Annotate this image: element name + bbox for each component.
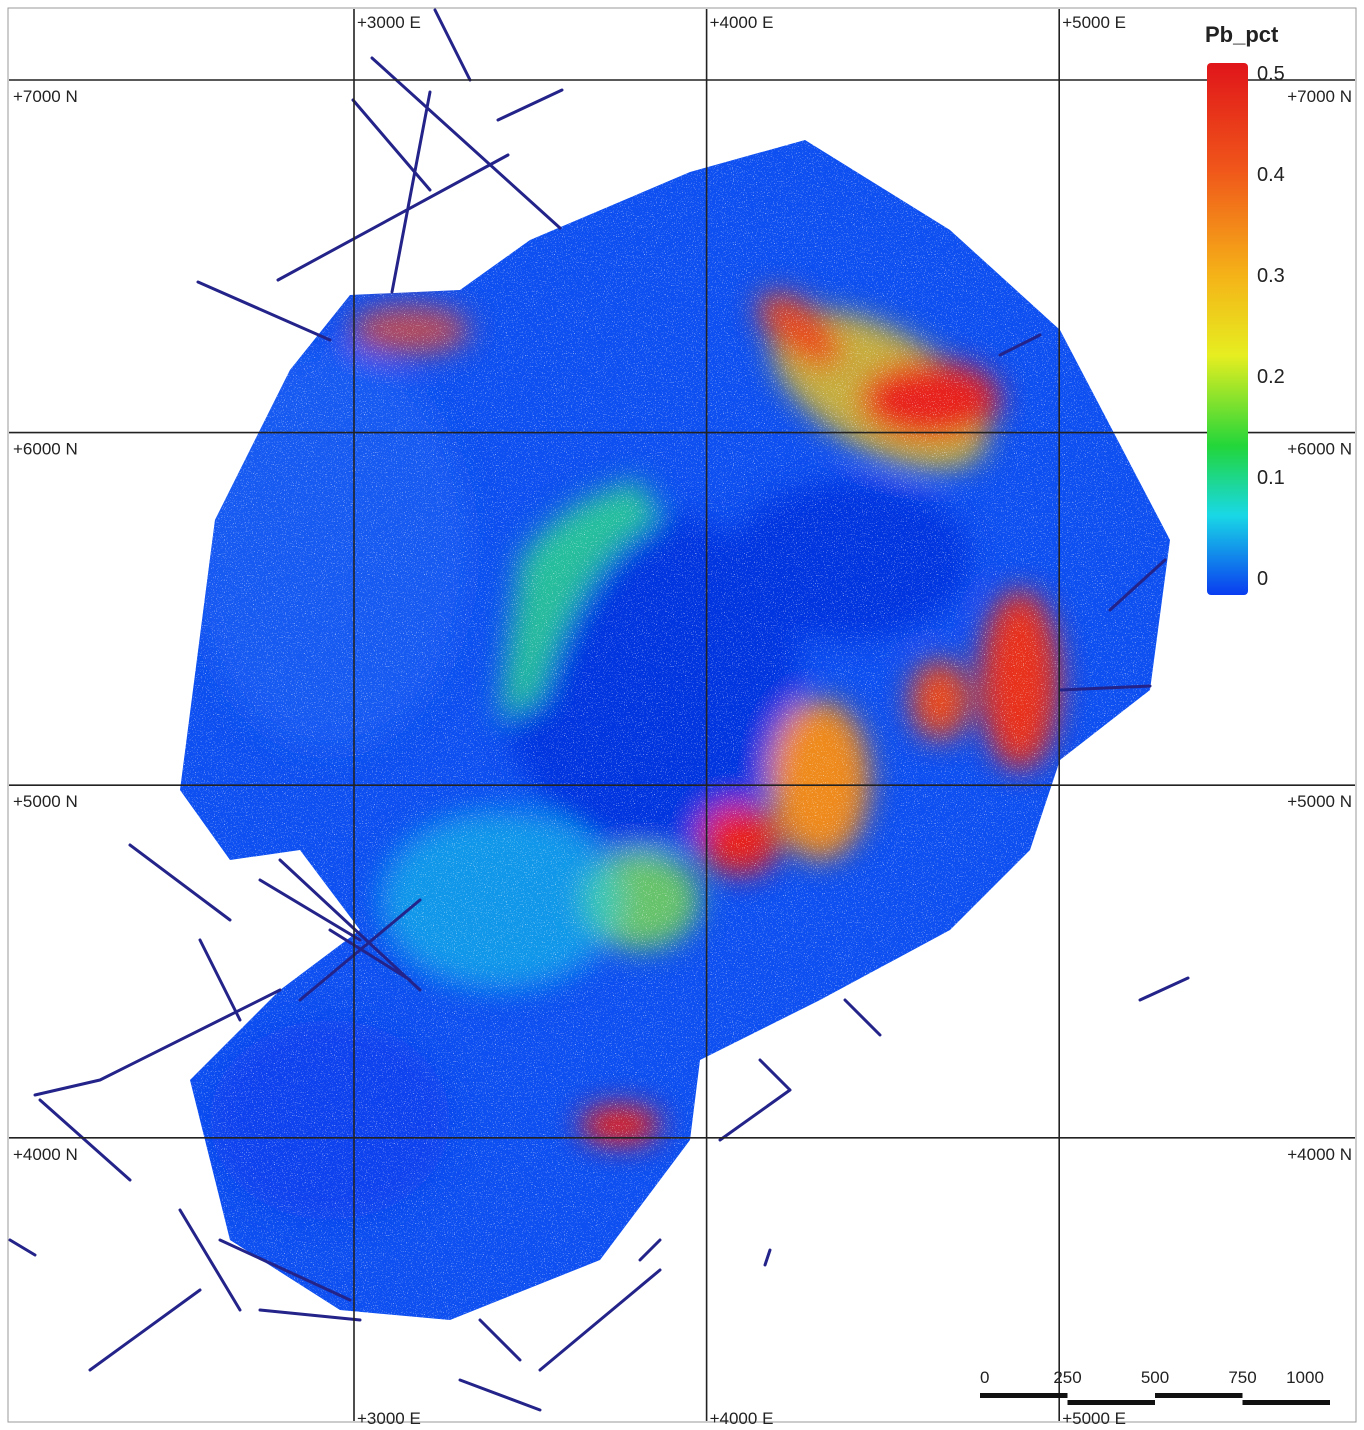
- northing-label: +6000 N: [13, 440, 78, 459]
- easting-label: +3000 E: [357, 1409, 421, 1428]
- scale-label: 500: [1141, 1368, 1169, 1387]
- scale-segment: [1243, 1400, 1331, 1405]
- easting-label: +5000 E: [1062, 1409, 1126, 1428]
- easting-label: +5000 E: [1062, 13, 1126, 32]
- color-bar: [1207, 63, 1248, 595]
- scale-label: 250: [1053, 1368, 1081, 1387]
- scale-label: 1000: [1286, 1368, 1324, 1387]
- legend-tick-label: 0.2: [1257, 366, 1285, 388]
- map: +3000 E +3000 E +4000 E +4000 E +5000 E +5000…: [0, 0, 1364, 1430]
- easting-label: +4000 E: [710, 1409, 774, 1428]
- legend-tick-label: 0.5: [1257, 63, 1285, 85]
- legend-tick-label: 0.1: [1257, 467, 1285, 489]
- northing-label: +6000 N: [1287, 440, 1352, 459]
- easting-label: +3000 E: [357, 13, 421, 32]
- scale-label: 750: [1228, 1368, 1256, 1387]
- northing-label: +4000 N: [1287, 1145, 1352, 1164]
- northing-label: +4000 N: [13, 1145, 78, 1164]
- scale-label: 0: [980, 1368, 989, 1387]
- northing-label: +5000 N: [1287, 792, 1352, 811]
- easting-label: +4000 E: [710, 13, 774, 32]
- scale-segment: [1155, 1393, 1243, 1398]
- scale-segment: [1068, 1400, 1156, 1405]
- legend-tick-label: 0.4: [1257, 164, 1285, 186]
- northing-label: +7000 N: [1287, 87, 1352, 106]
- legend-tick-label: 0.3: [1257, 265, 1285, 287]
- scale-segment: [980, 1393, 1068, 1398]
- legend-tick-label: 0: [1257, 568, 1268, 590]
- northing-label: +7000 N: [13, 87, 78, 106]
- northing-label: +5000 N: [13, 792, 78, 811]
- legend-title: Pb_pct: [1205, 22, 1279, 47]
